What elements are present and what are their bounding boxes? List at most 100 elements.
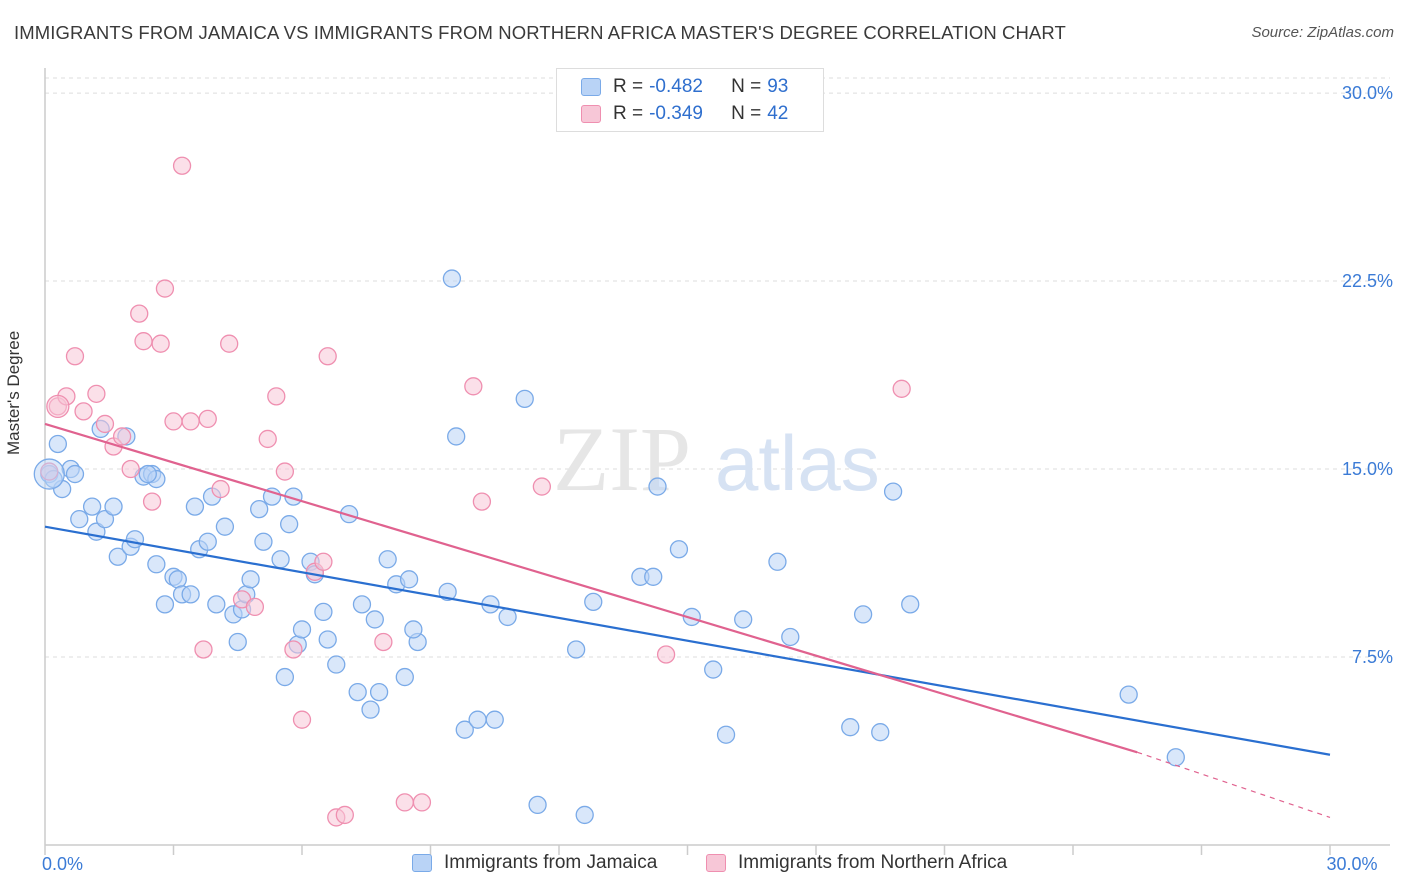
point-jamaica [704, 660, 723, 679]
point-northern-africa [155, 279, 175, 298]
trend-line-northern-africa-extrapolated [1137, 751, 1331, 818]
point-northern-africa [245, 597, 265, 617]
point-jamaica [901, 595, 920, 614]
point-jamaica [781, 627, 800, 647]
watermark-zip: ZIP [553, 408, 691, 510]
point-jamaica [361, 700, 380, 719]
point-northern-africa [464, 377, 483, 396]
correlation-legend: R = -0.482 N = 93 R = -0.349 N = 42 [556, 68, 824, 132]
point-jamaica [104, 497, 123, 516]
point-jamaica [70, 510, 89, 529]
series-legend: Immigrants from Jamaica Immigrants from … [0, 852, 1406, 878]
point-northern-africa [87, 384, 106, 403]
point-northern-africa [172, 156, 192, 175]
legend-n-label: N = [731, 76, 762, 97]
point-jamaica [292, 620, 312, 639]
point-northern-africa [130, 304, 149, 323]
point-northern-africa [164, 412, 183, 431]
point-northern-africa [472, 492, 492, 511]
x-tick-label: 0.0% [42, 854, 83, 874]
legend-row-northern-africa: R = -0.349 N = 42 [581, 102, 788, 126]
legend-swatch-pink [581, 105, 601, 123]
point-northern-africa [95, 414, 115, 434]
point-jamaica [644, 567, 663, 586]
point-northern-africa [121, 459, 140, 479]
legend-r-label: R = [613, 103, 644, 124]
point-jamaica [648, 477, 667, 496]
point-jamaica [716, 725, 736, 744]
point-northern-africa [275, 462, 295, 481]
point-jamaica [442, 269, 462, 288]
legend-row-jamaica: R = -0.482 N = 93 [581, 75, 788, 99]
point-northern-africa [142, 492, 162, 511]
point-jamaica [566, 640, 586, 659]
point-jamaica [318, 630, 337, 649]
point-jamaica [327, 655, 346, 674]
point-northern-africa [267, 387, 286, 406]
point-northern-africa [211, 479, 230, 499]
point-jamaica [404, 620, 423, 639]
point-jamaica [314, 602, 333, 622]
point-northern-africa [74, 402, 93, 421]
point-jamaica [95, 510, 115, 529]
point-northern-africa [892, 379, 911, 398]
point-jamaica-cluster [33, 458, 65, 490]
legend-n-value: 42 [767, 103, 789, 124]
point-jamaica [369, 682, 389, 702]
point-northern-africa [395, 793, 414, 812]
series-swatch-blue [412, 854, 432, 872]
point-jamaica [271, 550, 290, 569]
point-jamaica [168, 570, 187, 589]
legend-n-label: N = [731, 103, 762, 124]
point-jamaica [399, 570, 419, 589]
watermark-atlas: atlas [715, 419, 880, 507]
point-jamaica [1119, 685, 1138, 704]
point-jamaica [198, 532, 217, 551]
point-jamaica [841, 718, 860, 737]
series-legend-label: Immigrants from Northern Africa [738, 852, 1008, 873]
point-jamaica [125, 530, 145, 549]
x-tick-label: 30.0% [1326, 854, 1377, 874]
point-jamaica [395, 667, 414, 687]
y-tick-label: 22.5% [1342, 271, 1393, 291]
point-jamaica [181, 585, 200, 604]
point-northern-africa [112, 427, 132, 446]
point-northern-africa-cluster [46, 394, 70, 419]
point-jamaica [378, 550, 397, 569]
point-jamaica [82, 497, 102, 516]
point-northern-africa [318, 347, 337, 366]
point-jamaica [669, 540, 689, 559]
point-jamaica [365, 610, 384, 629]
legend-r-value: -0.349 [649, 103, 703, 124]
point-jamaica [447, 427, 466, 446]
point-jamaica [438, 582, 457, 601]
point-jamaica [768, 552, 787, 571]
point-jamaica [279, 515, 299, 534]
point-northern-africa [532, 477, 552, 496]
point-jamaica [215, 517, 235, 536]
grid-lines [45, 77, 1390, 658]
legend-r-label: R = [613, 76, 644, 97]
point-jamaica [65, 464, 85, 484]
trend-line-jamaica [44, 525, 1331, 756]
data-points [33, 156, 1185, 827]
y-axis-label: Master's Degree [4, 330, 23, 455]
trend-lines [44, 422, 1331, 818]
point-northern-africa [412, 793, 432, 812]
point-jamaica [185, 497, 205, 516]
legend-r-value: -0.482 [649, 76, 703, 97]
point-jamaica [207, 595, 226, 614]
point-jamaica [455, 720, 474, 739]
point-jamaica [250, 499, 269, 519]
point-jamaica [228, 632, 247, 652]
point-northern-africa [284, 640, 303, 659]
point-jamaica [584, 592, 603, 612]
axes [44, 68, 1390, 855]
point-northern-africa [181, 412, 200, 431]
point-jamaica [254, 532, 273, 551]
point-jamaica [138, 464, 157, 484]
point-northern-africa [220, 334, 239, 353]
point-jamaica [468, 710, 487, 729]
point-northern-africa [194, 640, 213, 659]
source-credit: Source: ZipAtlas.com [1251, 24, 1394, 41]
